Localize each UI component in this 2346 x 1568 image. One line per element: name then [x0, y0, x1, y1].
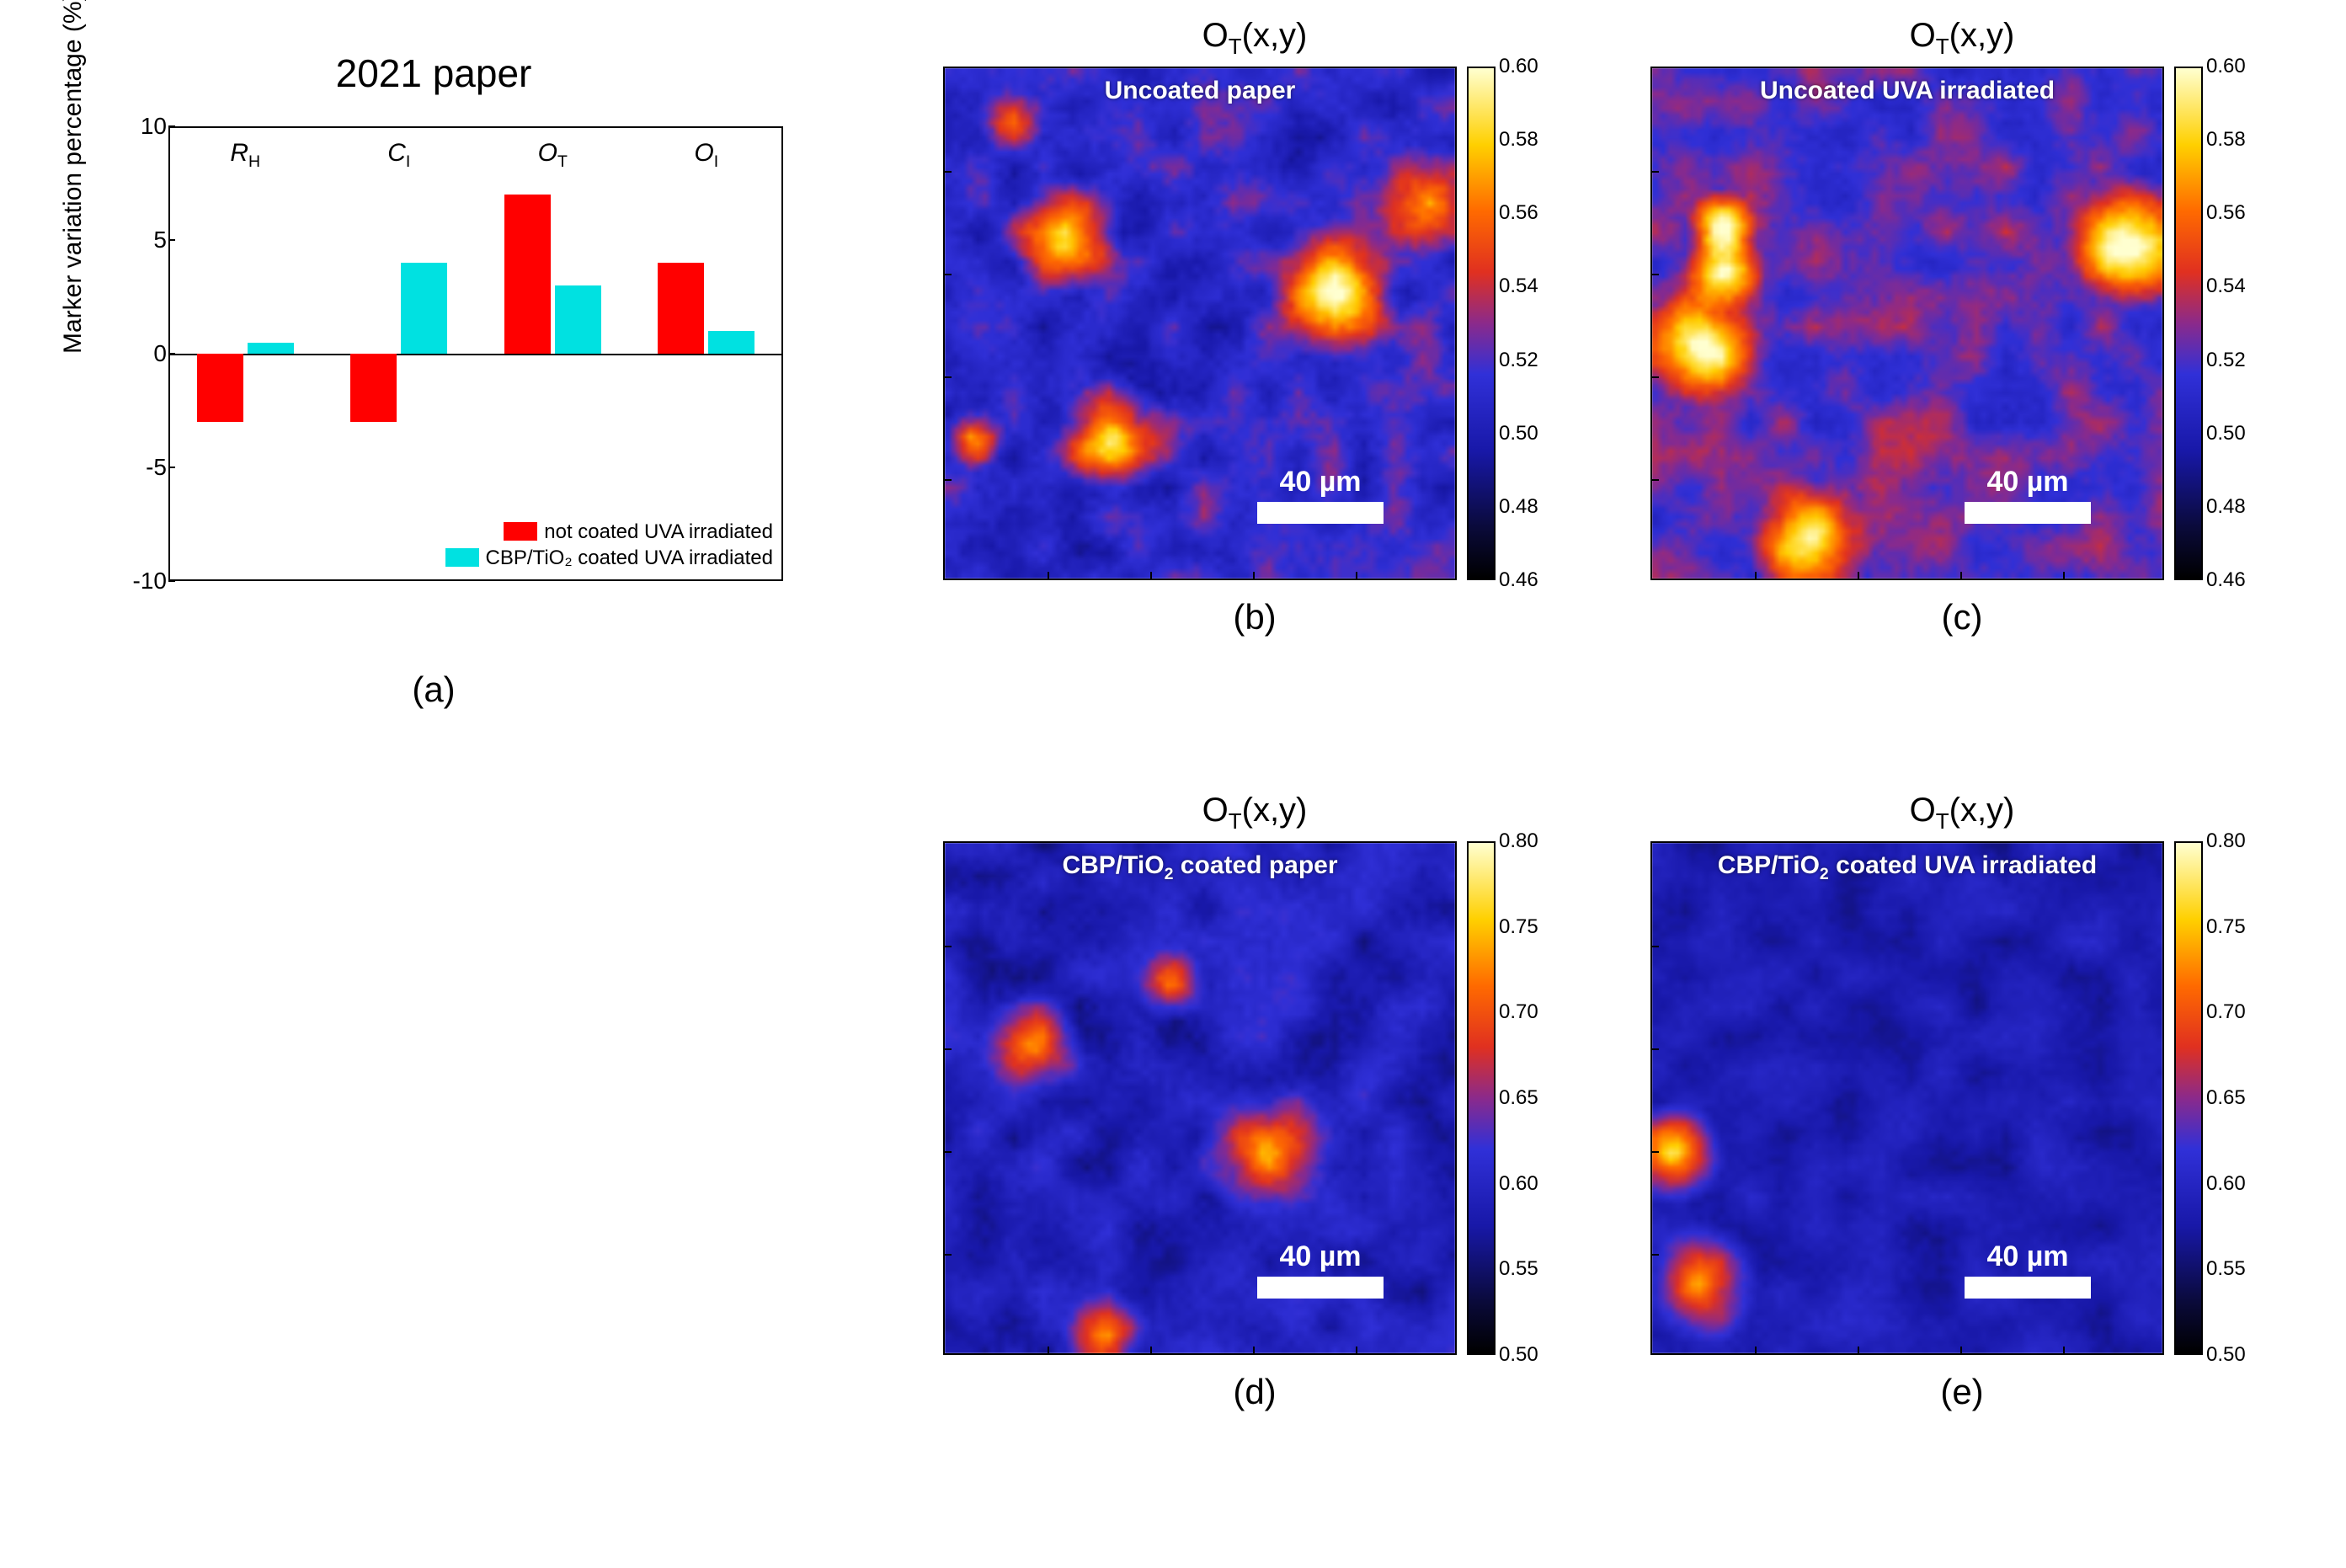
colorbar-tick: 0.50 — [1499, 1343, 1538, 1367]
scalebar: 40 µm — [1257, 1240, 1384, 1299]
panel-e: OT(x,y) CBP/TiO2 coated UVA irradiated 40 … — [1650, 792, 2274, 1412]
legend-row-0: not coated UVA irradiated — [445, 519, 773, 545]
bar-chart: 2021 paper Marker variation percentage (… — [67, 109, 800, 632]
colorbar-tick: 0.58 — [2206, 128, 2246, 152]
colorbar-tick: 0.60 — [2206, 55, 2246, 78]
overlay-text: Uncoated UVA irradiated — [1652, 77, 2162, 105]
y-tick-mark — [168, 467, 175, 468]
heatmap: CBP/TiO2 coated UVA irradiated 40 µm — [1650, 841, 2164, 1355]
overlay-text: Uncoated paper — [945, 77, 1455, 105]
bar — [504, 195, 551, 354]
heatmap-title: OT(x,y) — [1650, 17, 2274, 60]
bar — [658, 263, 704, 354]
colorbar-tick: 0.55 — [1499, 1257, 1538, 1281]
bar — [708, 331, 754, 354]
bar — [350, 354, 397, 422]
bar — [401, 263, 447, 354]
zero-line — [168, 354, 783, 355]
y-tick-mark — [168, 125, 175, 127]
colorbar-tick: 0.60 — [1499, 1172, 1538, 1196]
colorbar: 0.500.550.600.650.700.750.80 — [1467, 841, 1556, 1355]
panel-a-label: (a) — [67, 669, 800, 710]
y-tick-label: 10 — [126, 113, 167, 140]
y-tick-label: 0 — [126, 340, 167, 367]
colorbar-tick: 0.58 — [1499, 128, 1538, 152]
colorbar-tick: 0.56 — [1499, 201, 1538, 225]
legend-swatch-0 — [504, 522, 537, 541]
colorbar-tick: 0.70 — [2206, 1000, 2246, 1024]
colorbar-tick: 0.56 — [2206, 201, 2246, 225]
figure-container: 2021 paper Marker variation percentage (… — [0, 0, 2346, 1568]
panel-c: OT(x,y) Uncoated UVA irradiated 40 µm 0.46 0… — [1650, 17, 2274, 637]
bar — [197, 354, 243, 422]
colorbar-tick: 0.75 — [2206, 915, 2246, 939]
colorbar-tick: 0.75 — [1499, 915, 1538, 939]
legend-swatch-1 — [445, 548, 479, 567]
colorbar-tick: 0.46 — [2206, 568, 2246, 592]
heatmap-wrap: CBP/TiO2 coated paper40 µm0.500.550.600.… — [943, 841, 1566, 1355]
legend-label-1: CBP/TiO₂ coated UVA irradiated — [486, 545, 773, 571]
colorbar-tick: 0.50 — [1499, 422, 1538, 445]
category-label: RH — [230, 139, 260, 172]
panel-label: (d) — [943, 1372, 1566, 1412]
heatmap-wrap: Uncoated UVA irradiated40 µm0.460.480.50… — [1650, 67, 2274, 580]
colorbar-tick: 0.52 — [1499, 349, 1538, 372]
bar-chart-title: 2021 paper — [67, 51, 800, 96]
colorbar-tick: 0.50 — [2206, 422, 2246, 445]
category-label: OT — [538, 139, 568, 172]
legend-label-0: not coated UVA irradiated — [544, 519, 773, 545]
colorbar-tick: 0.65 — [1499, 1086, 1538, 1110]
overlay-text: CBP/TiO2 coated paper — [945, 851, 1455, 884]
y-tick-label: 5 — [126, 227, 167, 253]
scalebar: 40 µm — [1965, 466, 2091, 524]
colorbar-tick: 0.54 — [1499, 275, 1538, 298]
y-tick-label: -10 — [126, 568, 167, 595]
y-axis-label: Marker variation percentage (%) — [59, 0, 88, 354]
panel-d: OT(x,y) CBP/TiO2 coated paper 40 µm 0.50 0.5… — [943, 792, 1566, 1412]
y-tick-mark — [168, 580, 175, 582]
panel-b: OT(x,y) Uncoated paper 40 µm 0.46 0.48 0.50 0.… — [943, 17, 1566, 637]
legend-row-1: CBP/TiO₂ coated UVA irradiated — [445, 545, 773, 571]
colorbar-tick: 0.54 — [2206, 275, 2246, 298]
panel-label: (c) — [1650, 597, 2274, 637]
heatmap-title: OT(x,y) — [1650, 792, 2274, 835]
bar — [248, 343, 294, 355]
heatmap-title: OT(x,y) — [943, 792, 1566, 835]
colorbar-tick: 0.60 — [1499, 55, 1538, 78]
legend: not coated UVA irradiated CBP/TiO₂ coate… — [445, 519, 773, 571]
heatmap-title: OT(x,y) — [943, 17, 1566, 60]
heatmap: Uncoated UVA irradiated 40 µm — [1650, 67, 2164, 580]
scalebar: 40 µm — [1965, 1240, 2091, 1299]
y-tick-mark — [168, 239, 175, 241]
category-label: OI — [694, 139, 718, 172]
colorbar-tick: 0.46 — [1499, 568, 1538, 592]
colorbar-tick: 0.48 — [2206, 495, 2246, 519]
colorbar: 0.460.480.500.520.540.560.580.60 — [1467, 67, 1556, 580]
colorbar-tick: 0.65 — [2206, 1086, 2246, 1110]
overlay-text: CBP/TiO2 coated UVA irradiated — [1652, 851, 2162, 884]
heatmap: CBP/TiO2 coated paper 40 µm — [943, 841, 1457, 1355]
colorbar-tick: 0.80 — [1499, 829, 1538, 853]
colorbar-tick: 0.52 — [2206, 349, 2246, 372]
colorbar-tick: 0.60 — [2206, 1172, 2246, 1196]
panel-label: (b) — [943, 597, 1566, 637]
heatmap-wrap: Uncoated paper40 µm0.460.480.500.520.540… — [943, 67, 1566, 580]
y-tick-label: -5 — [126, 454, 167, 481]
colorbar-tick: 0.70 — [1499, 1000, 1538, 1024]
colorbar: 0.500.550.600.650.700.750.80 — [2174, 841, 2263, 1355]
scalebar: 40 µm — [1257, 466, 1384, 524]
bar — [555, 285, 601, 354]
colorbar: 0.460.480.500.520.540.560.580.60 — [2174, 67, 2263, 580]
category-label: CI — [387, 139, 410, 172]
colorbar-tick: 0.80 — [2206, 829, 2246, 853]
heatmap-wrap: CBP/TiO2 coated UVA irradiated40 µm0.500… — [1650, 841, 2274, 1355]
colorbar-tick: 0.55 — [2206, 1257, 2246, 1281]
colorbar-tick: 0.50 — [2206, 1343, 2246, 1367]
panel-label: (e) — [1650, 1372, 2274, 1412]
panel-a: 2021 paper Marker variation percentage (… — [67, 109, 800, 710]
heatmap: Uncoated paper 40 µm — [943, 67, 1457, 580]
colorbar-tick: 0.48 — [1499, 495, 1538, 519]
